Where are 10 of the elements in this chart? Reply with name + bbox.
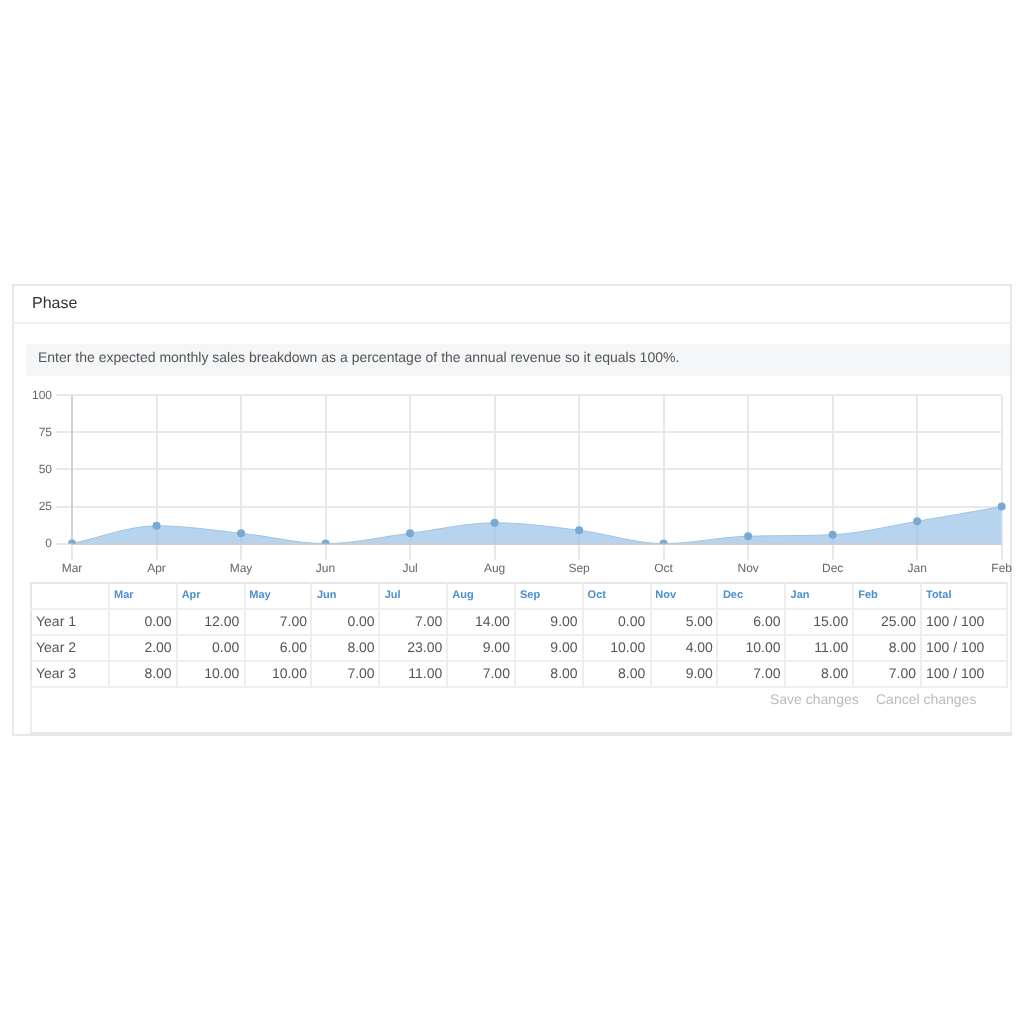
point (575, 526, 584, 535)
point (997, 502, 1006, 511)
point (744, 532, 753, 541)
chart-title: Phase (12, 284, 1012, 324)
point (152, 521, 161, 530)
point (913, 517, 922, 526)
point (490, 518, 499, 527)
point (237, 529, 246, 538)
point (828, 530, 837, 539)
point (406, 529, 415, 538)
